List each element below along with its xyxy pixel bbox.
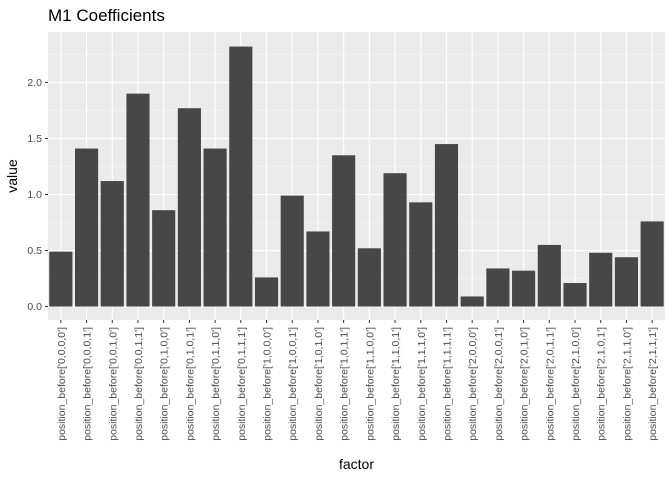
y-tick-label: 2.0 [27, 77, 42, 89]
y-axis-label: value [4, 159, 20, 193]
x-tick-label: position_before['0,1,1,1'] [236, 327, 248, 441]
bar [589, 252, 613, 307]
bar [512, 270, 536, 307]
x-tick-label: position_before['1,1,1,0'] [416, 327, 428, 441]
bar [100, 181, 124, 307]
x-axis: position_before['0,0,0,0'] position_befor… [56, 320, 659, 441]
x-axis-label: factor [339, 456, 374, 472]
bar [177, 108, 201, 307]
bar [152, 210, 176, 307]
x-tick-label: position_before['0,0,1,0'] [107, 327, 119, 441]
y-axis: 0.0 0.5 1.0 1.5 2.0 [27, 77, 48, 313]
bar [49, 251, 73, 307]
bar [614, 257, 639, 307]
x-tick-label: position_before['2,1,0,0'] [570, 327, 582, 441]
bar [126, 93, 150, 307]
bar [74, 148, 99, 307]
x-tick-label: position_before['0,1,1,0'] [210, 327, 222, 441]
y-tick-label: 1.0 [27, 189, 42, 201]
x-tick-label: position_before['0,0,1,1'] [133, 327, 145, 441]
x-tick-label: position_before['1,0,1,0'] [313, 327, 325, 441]
bar [306, 231, 330, 307]
bar [280, 195, 304, 307]
x-tick-label: position_before['0,0,0,1'] [82, 327, 94, 441]
x-tick-label: position_before['2,0,0,1'] [493, 327, 505, 441]
x-tick-label: position_before['1,0,0,1'] [287, 327, 299, 441]
x-tick-label: position_before['0,0,0,0'] [56, 327, 68, 441]
x-tick-label: position_before['1,1,1,1'] [441, 327, 453, 441]
x-tick-label: position_before['2,0,1,0'] [519, 327, 531, 441]
x-tick-label: position_before['2,1,1,1'] [647, 327, 659, 441]
bar [409, 202, 433, 307]
bar [254, 277, 279, 307]
x-tick-label: position_before['0,1,0,1'] [184, 327, 196, 441]
y-tick-label: 1.5 [27, 133, 42, 145]
x-tick-label: position_before['2,0,1,1'] [544, 327, 556, 441]
x-tick-label: position_before['1,1,0,1'] [390, 327, 402, 441]
plot-panel [48, 32, 665, 320]
bar [229, 46, 253, 307]
minor-gridlines [48, 54, 665, 279]
x-tick-label: position_before['2,0,0,0'] [467, 327, 479, 441]
x-tick-label: position_before['0,1,0,0'] [159, 327, 171, 441]
x-tick-label: position_before['1,1,0,0'] [364, 327, 376, 441]
chart-title: M1 Coefficients [48, 6, 165, 25]
x-tick-label: position_before['2,1,1,0'] [621, 327, 633, 441]
bar [563, 283, 587, 307]
y-tick-label: 0.5 [27, 245, 42, 257]
bar [640, 221, 664, 307]
bar [203, 148, 227, 307]
x-tick-label: position_before['1,0,1,1'] [339, 327, 351, 441]
y-tick-label: 0.0 [27, 301, 42, 313]
bar [357, 248, 381, 307]
bar [332, 155, 356, 307]
bar [460, 296, 484, 307]
x-tick-label: position_before['1,0,0,0'] [262, 327, 274, 441]
bar [383, 173, 407, 307]
x-tick-label: position_before['2,1,0,1'] [596, 327, 608, 441]
bar [486, 268, 510, 307]
bar [434, 144, 459, 307]
bars [49, 46, 664, 307]
bar [537, 244, 561, 307]
